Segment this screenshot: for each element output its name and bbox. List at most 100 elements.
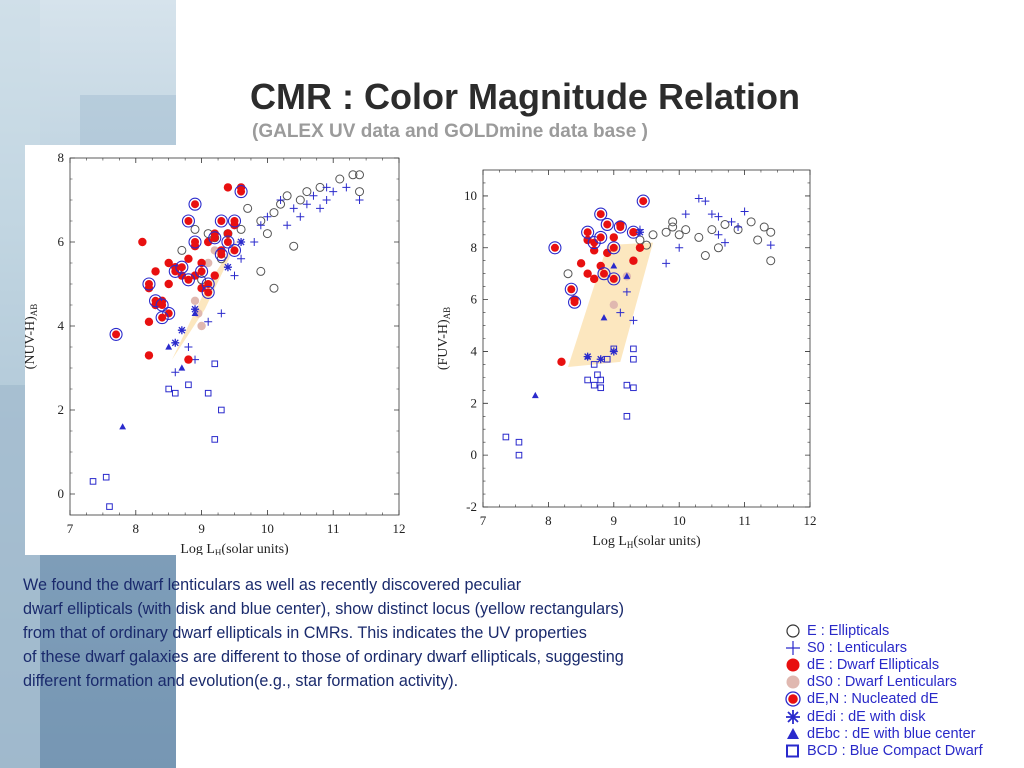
de-with-disk-point <box>635 228 644 237</box>
blue-compact-dwarf-point <box>515 451 523 459</box>
y-tick-label: -2 <box>466 499 477 514</box>
lenticular-point <box>727 217 736 226</box>
elliptical-point <box>720 219 730 229</box>
nucleated-de-point <box>188 235 202 249</box>
blue-compact-dwarf-point <box>211 436 219 443</box>
blue-compact-dwarf-point <box>597 376 605 384</box>
pink-dot-icon <box>786 675 800 689</box>
lenticular-point <box>734 223 743 232</box>
elliptical-point <box>707 225 717 235</box>
slide-title: CMR : Color Magnitude Relation <box>250 76 800 117</box>
nucleated-de-point <box>581 225 595 239</box>
blue-compact-dwarf-point <box>218 406 225 414</box>
lenticular-point <box>296 212 305 221</box>
nucleated-de-point <box>227 214 242 228</box>
fuv-h-chart: 7 8 9 10 11 12 -2 0 2 4 6 8 10 Log LH(solar units) (FU… <box>436 169 817 550</box>
dwarf-elliptical-point <box>144 317 154 326</box>
square-marker-icon <box>786 744 799 758</box>
den-series <box>548 194 650 309</box>
dwarf-lenticular-point <box>190 296 200 305</box>
elliptical-point <box>746 217 756 227</box>
slide-subtitle: (GALEX UV data and GOLDmine data base ) <box>252 121 648 142</box>
y-tick-label: 0 <box>471 447 478 462</box>
elliptical-point <box>648 230 658 240</box>
elliptical-point <box>262 229 272 239</box>
y-axis-label: (FUV-H)AB <box>436 307 452 370</box>
nuv-h-chart: 7 8 9 10 11 12 0 2 4 6 8 Log LH(solar units) (NUV-H)… <box>23 150 406 558</box>
legend-label: dE,N : Nucleated dE <box>807 691 939 708</box>
blue-compact-dwarf-point <box>623 381 631 389</box>
lenticular-point <box>283 221 292 230</box>
elliptical-point <box>668 217 678 227</box>
y-tick-label: 6 <box>471 292 478 307</box>
nucleated-de-point <box>594 230 608 244</box>
s0-series <box>616 194 775 325</box>
lenticular-point <box>309 191 318 200</box>
elliptical-point <box>766 256 776 266</box>
dwarf-elliptical-point <box>184 355 193 364</box>
nucleated-de-point <box>600 217 614 231</box>
legend-label: dE : Dwarf Ellipticals <box>807 656 940 673</box>
elliptical-point <box>289 241 299 251</box>
lenticular-point <box>316 204 325 213</box>
nucleated-de-point <box>175 260 189 274</box>
paragraph-line: of these dwarf galaxies are different to… <box>23 648 624 666</box>
dwarf-elliptical-point <box>184 254 193 263</box>
lenticular-point <box>237 254 246 263</box>
de-blue-center-point <box>191 309 199 316</box>
red-dot-icon <box>786 658 800 672</box>
asterisk-marker-icon <box>786 709 800 724</box>
blue-compact-dwarf-point <box>630 345 637 353</box>
de-blue-center-point <box>178 364 186 371</box>
elliptical-point <box>759 222 769 232</box>
description-paragraph: We found the dwarf lenticulars as well a… <box>23 573 783 693</box>
paragraph-line: from that of ordinary dwarf ellipticals … <box>23 624 587 642</box>
dwarf-elliptical-point <box>164 279 173 289</box>
lenticular-point <box>622 287 631 296</box>
blue-compact-dwarf-point <box>630 355 637 363</box>
dwarf-elliptical-point <box>197 284 206 293</box>
lenticular-point <box>616 308 625 317</box>
legend-label: BCD : Blue Compact Dwarf <box>807 742 983 759</box>
dwarf-elliptical-point <box>223 229 233 238</box>
y-tick-label: 8 <box>471 240 478 255</box>
elliptical-point <box>681 225 691 235</box>
y-tick-label: 4 <box>58 318 65 333</box>
de-blue-center-point <box>165 343 173 350</box>
nucleated-de-point <box>168 264 182 278</box>
dwarf-elliptical-point <box>177 271 187 280</box>
nucleated-de-point <box>155 311 169 325</box>
y-tick-label: 0 <box>58 486 65 501</box>
den-series <box>109 185 248 341</box>
elliptical-point <box>674 230 684 240</box>
blue-compact-dwarf-point <box>630 384 637 392</box>
legend-label: S0 : Lenticulars <box>807 639 907 656</box>
lenticular-point <box>681 210 690 219</box>
lenticular-point <box>184 343 193 351</box>
open-circle-icon <box>786 623 800 638</box>
lenticular-point <box>217 309 226 318</box>
lenticular-point <box>714 230 723 239</box>
dwarf-elliptical-point <box>164 258 173 268</box>
dwarf-elliptical-point <box>210 271 219 280</box>
debc-series <box>531 262 631 399</box>
blue-compact-dwarf-point <box>590 381 598 389</box>
nucleated-de-point <box>155 298 169 312</box>
nucleated-de-point <box>597 267 611 281</box>
legend: E : Ellipticals S0 : Lenticulars dE : Dwar… <box>784 622 1020 760</box>
legend-label: dEbc : dE with blue center <box>807 725 976 742</box>
nucleated-de-point <box>208 231 222 245</box>
de-blue-center-point <box>584 353 592 360</box>
elliptical-point <box>302 187 312 197</box>
paragraph-line: different formation and evolution(e.g., … <box>23 672 459 690</box>
triangle-marker-icon <box>787 727 799 739</box>
elliptical-point <box>256 266 266 276</box>
x-tick-label: 9 <box>611 513 618 528</box>
nucleated-de-point <box>548 241 562 255</box>
dwarf-elliptical-point <box>589 274 599 284</box>
nucleated-de-point <box>594 207 608 221</box>
legend-item: dE,N : Nucleated dE <box>784 691 1020 708</box>
blue-compact-dwarf-point <box>102 473 110 481</box>
nucleated-de-point <box>142 277 156 291</box>
lenticular-point <box>171 368 180 377</box>
